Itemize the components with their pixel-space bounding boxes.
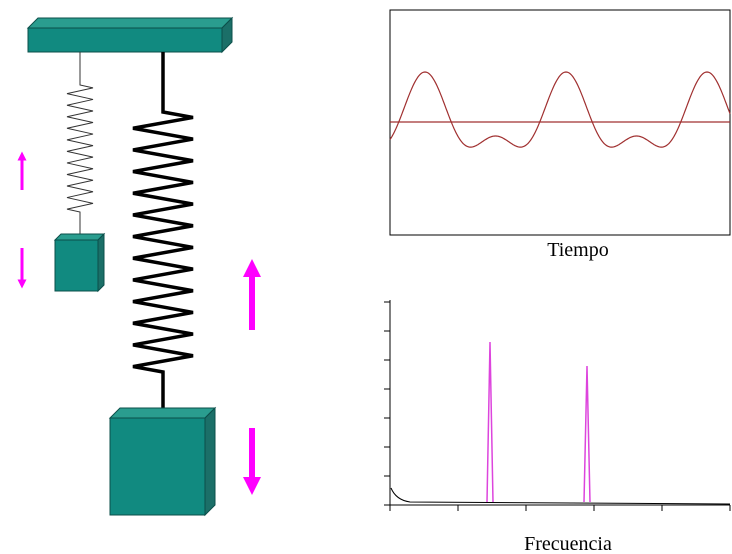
axis-label: Frecuencia (524, 533, 612, 554)
beam (26, 16, 234, 54)
spring-coil (132, 52, 194, 410)
axis-label: Tiempo (547, 239, 609, 261)
spectrum-baseline (390, 487, 731, 505)
waveform (389, 71, 731, 148)
spectrum-peak (583, 365, 591, 503)
spring-coil (66, 52, 94, 234)
small-spring (66, 52, 94, 234)
time-plot: Tiempo (389, 9, 731, 261)
frequency-plot: Frecuencia (384, 300, 731, 554)
large-block (108, 406, 217, 517)
spectrum-peak (486, 341, 494, 503)
arrows (17, 151, 261, 495)
large-spring (132, 52, 194, 410)
small-block (53, 232, 106, 293)
